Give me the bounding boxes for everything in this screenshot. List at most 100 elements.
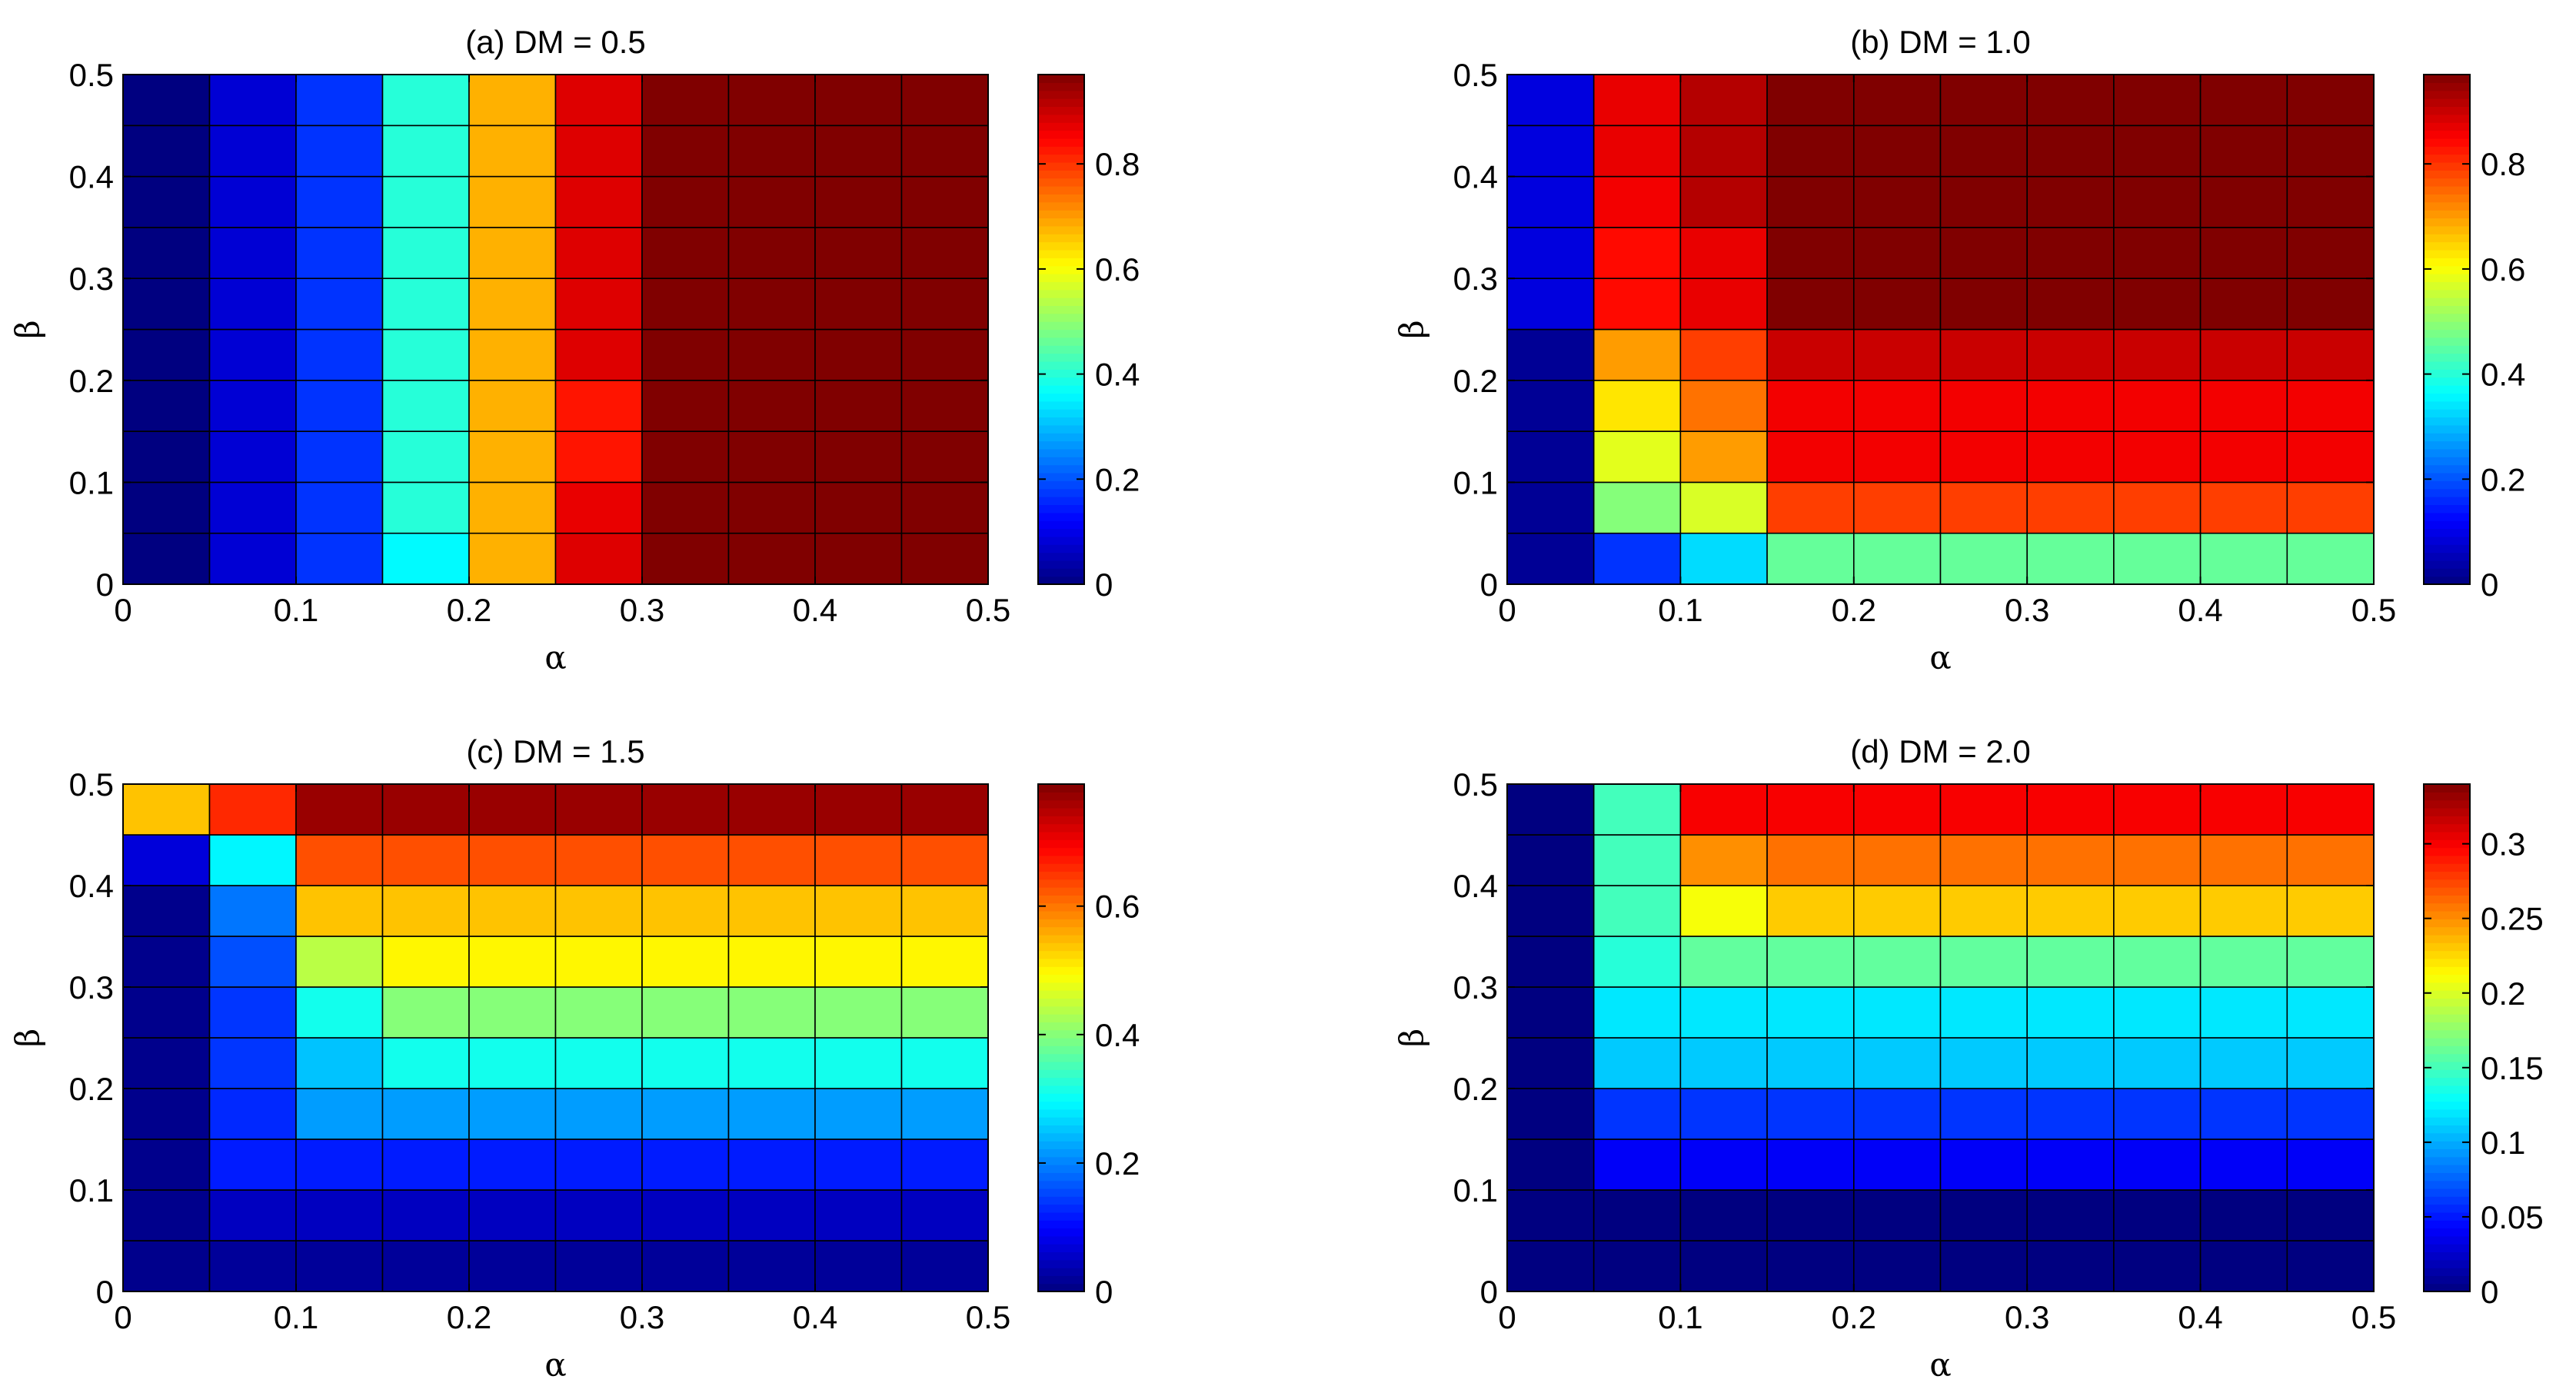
heatmap-cell [2286,1088,2375,1140]
heatmap-cell [1506,1138,1595,1191]
colorbar-segment [2424,823,2470,833]
x-tick-label: 0.5 [2351,1299,2396,1335]
heatmap-cell [814,379,903,432]
colorbar-segment [1038,1141,1084,1149]
colorbar-segment [2424,1212,2470,1221]
heatmap-cell [295,430,384,484]
colorbar-segment [2424,1141,2470,1149]
colorbar-segment [1038,210,1084,219]
colorbar-segment [2424,194,2470,203]
heatmap-cell [814,532,903,585]
heatmap-cell [727,986,816,1039]
heatmap-cell [554,175,643,228]
colorbar-segment [1038,1165,1084,1173]
y-tick-label: 0.1 [1453,464,1498,500]
colorbar-segment [1038,520,1084,530]
heatmap-cell [641,227,730,279]
colorbar-segment [2424,1275,2470,1285]
heatmap-cells [122,74,989,585]
x-tick-label: 0.4 [793,592,837,628]
colorbar-segment [1038,1251,1084,1261]
colorbar-segment [2424,106,2470,115]
heatmap-cell [122,227,211,279]
heatmap-cell [1679,481,1768,534]
colorbar-segment [2424,1045,2470,1055]
heatmap-cell [468,783,557,836]
colorbar-segment [1038,488,1084,497]
heatmap-cell [641,278,730,331]
heatmap-cell [208,74,297,127]
heatmap-cell [122,1037,211,1089]
heatmap-cell [468,986,557,1039]
heatmap-cell [1853,278,1942,331]
heatmap-cell [641,986,730,1039]
x-tick-label: 0 [1498,1299,1516,1335]
x-tick-label: 0.5 [966,1299,1010,1335]
colorbar-segment [1038,369,1084,378]
colorbar-segment [1038,281,1084,291]
heatmap-cell [727,278,816,331]
heatmap-cell [814,1189,903,1241]
colorbar-segment [2424,361,2470,370]
colorbar-segment [2424,568,2470,577]
heatmap-cell [1766,532,1855,585]
colorbar-segment [2424,1093,2470,1102]
colorbar-segment [2424,225,2470,234]
colorbar-segment [2424,329,2470,338]
heatmap-cell [641,74,730,127]
colorbar-segment [1038,879,1084,888]
heatmap-cell [2199,936,2288,988]
heatmap-cell [2199,1037,2288,1089]
colorbar-segment [1038,305,1084,314]
heatmap-cell [1853,328,1942,381]
axes-box [1506,783,2375,1292]
heatmap-cell [1679,986,1768,1039]
heatmap-cell [295,1189,384,1241]
colorbar-segment [2424,1085,2470,1094]
subplot-b: 0 0.1 0.2 0.3 0.4 0.5 0 0.1 0.2 0.3 0.4 0.5 (b) DM =… [1393,24,2525,676]
heatmap-cell [641,481,730,534]
colorbar-segment [2424,82,2470,91]
colorbar-segment [2424,1069,2470,1079]
heatmap-cell [2026,1088,2115,1140]
heatmap-cell [295,936,384,988]
colorbar-tick-label: 0.4 [2481,357,2525,393]
heatmap-cell [1853,1037,1942,1089]
colorbar-segment [1038,504,1084,514]
heatmap-cell [468,430,557,484]
heatmap-cells [1506,783,2375,1292]
heatmap-cell [295,278,384,331]
colorbar-segment [1038,911,1084,919]
heatmap-cell [468,175,557,228]
colorbar-segment [2424,1180,2470,1189]
heatmap-cell [900,1240,989,1292]
x-tick-label: 0.2 [447,592,491,628]
heatmap-cell [814,328,903,381]
colorbar-tick-label: 0.2 [2481,976,2525,1012]
heatmap-cell [554,227,643,279]
colorbar-segment [2424,313,2470,322]
heatmap-cell [2286,1138,2375,1191]
subplot-a: 0 0.1 0.2 0.3 0.4 0.5 0 0.1 0.2 0.3 0.4 0.5 (a) DM =… [8,24,1140,676]
colorbar-segment [1038,807,1084,816]
heatmap-cell [1766,1240,1855,1292]
colorbar-segment [2424,855,2470,864]
colorbar-segment [2424,1029,2470,1039]
colorbar-segment [2424,480,2470,490]
heatmap-cell [208,1189,297,1241]
colorbar: 0 0.05 0.1 0.15 0.2 0.25 0.3 [2423,783,2544,1310]
heatmap-cell [1679,1189,1768,1241]
heatmap-cell [1506,834,1595,886]
colorbar-segment [2424,895,2470,904]
y-tick-label: 0.5 [1453,766,1498,803]
colorbar-segment [1038,1180,1084,1189]
heatmap-cell [1853,227,1942,279]
heatmap-cell [727,481,816,534]
heatmap-cell [208,783,297,836]
heatmap-cell [122,1138,211,1191]
colorbar-segment [1038,847,1084,856]
colorbar-tick-label: 0.6 [1095,889,1140,925]
x-tick-label: 0.2 [1832,1299,1876,1335]
x-tick-label: 0.4 [2178,592,2222,628]
colorbar-segment [2424,1077,2470,1086]
